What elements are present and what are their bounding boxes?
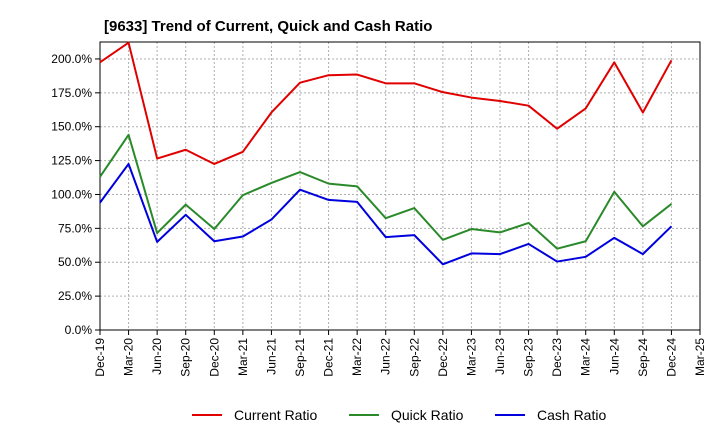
y-tick-label: 200.0%	[51, 52, 92, 66]
y-tick-label: 0.0%	[65, 323, 93, 337]
series-line-quick-ratio	[99, 133, 673, 250]
y-tick-label: 175.0%	[51, 86, 92, 100]
x-tick-label: Mar-21	[236, 338, 250, 376]
y-axis: 0.0% 25.0% 50.0% 75.0% 100.0% 125.0% 150.0% 175…	[51, 52, 100, 337]
x-tick-label: Dec-20	[207, 338, 221, 377]
x-tick-label: Jun-20	[150, 338, 164, 375]
x-tick-label: Dec-22	[436, 338, 450, 377]
x-tick-label: Jun-24	[607, 338, 621, 375]
x-tick-label: Mar-23	[464, 338, 478, 376]
x-tick-label: Dec-19	[93, 338, 107, 377]
chart-title: [9633] Trend of Current, Quick and Cash …	[104, 18, 432, 35]
y-tick-label: 100.0%	[51, 187, 92, 201]
x-tick-label: Mar-20	[122, 338, 136, 376]
x-tick-label: Sep-21	[293, 338, 307, 377]
legend-label-quick-ratio: Quick Ratio	[391, 407, 464, 423]
series-lines	[99, 41, 673, 266]
plot-area	[99, 41, 701, 331]
series-line-cash-ratio	[99, 162, 673, 266]
y-tick-label: 75.0%	[58, 221, 92, 235]
x-tick-label: Mar-25	[693, 338, 707, 376]
y-tick-label: 150.0%	[51, 120, 92, 134]
x-tick-label: Jun-22	[379, 338, 393, 375]
x-tick-label: Jun-23	[493, 338, 507, 375]
series-line-current-ratio	[99, 41, 673, 165]
x-tick-label: Sep-20	[179, 338, 193, 377]
x-tick-label: Sep-24	[636, 338, 650, 377]
grid	[99, 42, 701, 331]
x-tick-label: Jun-21	[264, 338, 278, 375]
x-tick-label: Dec-21	[322, 338, 336, 377]
x-tick-label: Sep-22	[407, 338, 421, 377]
x-tick-label: Dec-24	[664, 338, 678, 377]
x-tick-label: Mar-24	[579, 338, 593, 376]
x-tick-label: Sep-23	[522, 338, 536, 377]
y-tick-label: 125.0%	[51, 154, 92, 168]
x-axis: Dec-19 Mar-20 Jun-20 Sep-20 Dec-20 Mar-21 Jun-…	[93, 330, 707, 377]
legend-label-cash-ratio: Cash Ratio	[537, 407, 606, 423]
legend-label-current-ratio: Current Ratio	[234, 407, 317, 423]
legend: Current Ratio Quick Ratio Cash Ratio	[192, 407, 606, 423]
x-tick-label: Dec-23	[550, 338, 564, 377]
x-tick-label: Mar-22	[350, 338, 364, 376]
y-tick-label: 25.0%	[58, 289, 92, 303]
y-tick-label: 50.0%	[58, 255, 92, 269]
